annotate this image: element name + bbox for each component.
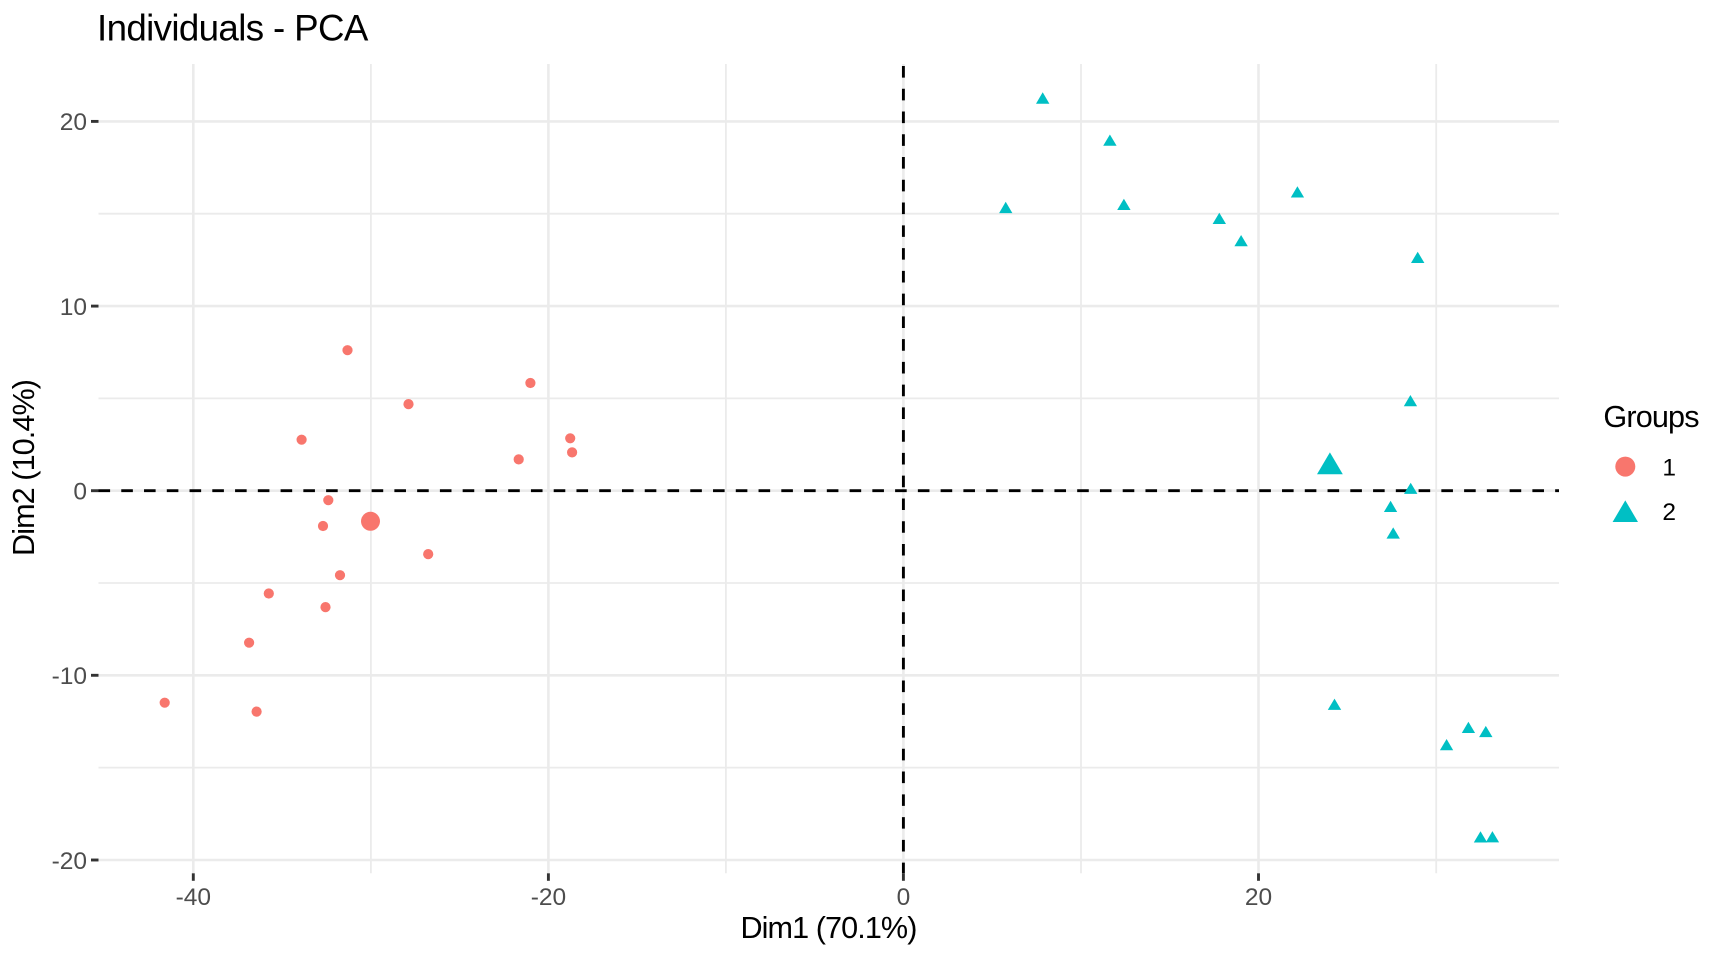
svg-text:Individuals - PCA: Individuals - PCA bbox=[97, 8, 369, 49]
svg-text:-10: -10 bbox=[52, 663, 87, 690]
svg-text:0: 0 bbox=[897, 884, 911, 911]
svg-text:0: 0 bbox=[73, 479, 87, 506]
svg-text:-20: -20 bbox=[531, 884, 566, 911]
svg-text:2: 2 bbox=[1662, 499, 1676, 526]
svg-text:1: 1 bbox=[1662, 455, 1676, 482]
svg-text:20: 20 bbox=[1245, 884, 1272, 911]
svg-text:20: 20 bbox=[60, 109, 87, 136]
svg-text:-20: -20 bbox=[52, 848, 87, 875]
svg-text:Dim2 (10.4%): Dim2 (10.4%) bbox=[7, 380, 41, 556]
svg-text:Groups: Groups bbox=[1603, 400, 1699, 434]
svg-text:-40: -40 bbox=[176, 884, 211, 911]
svg-text:10: 10 bbox=[60, 294, 87, 321]
svg-text:Dim1 (70.1%): Dim1 (70.1%) bbox=[741, 911, 917, 945]
